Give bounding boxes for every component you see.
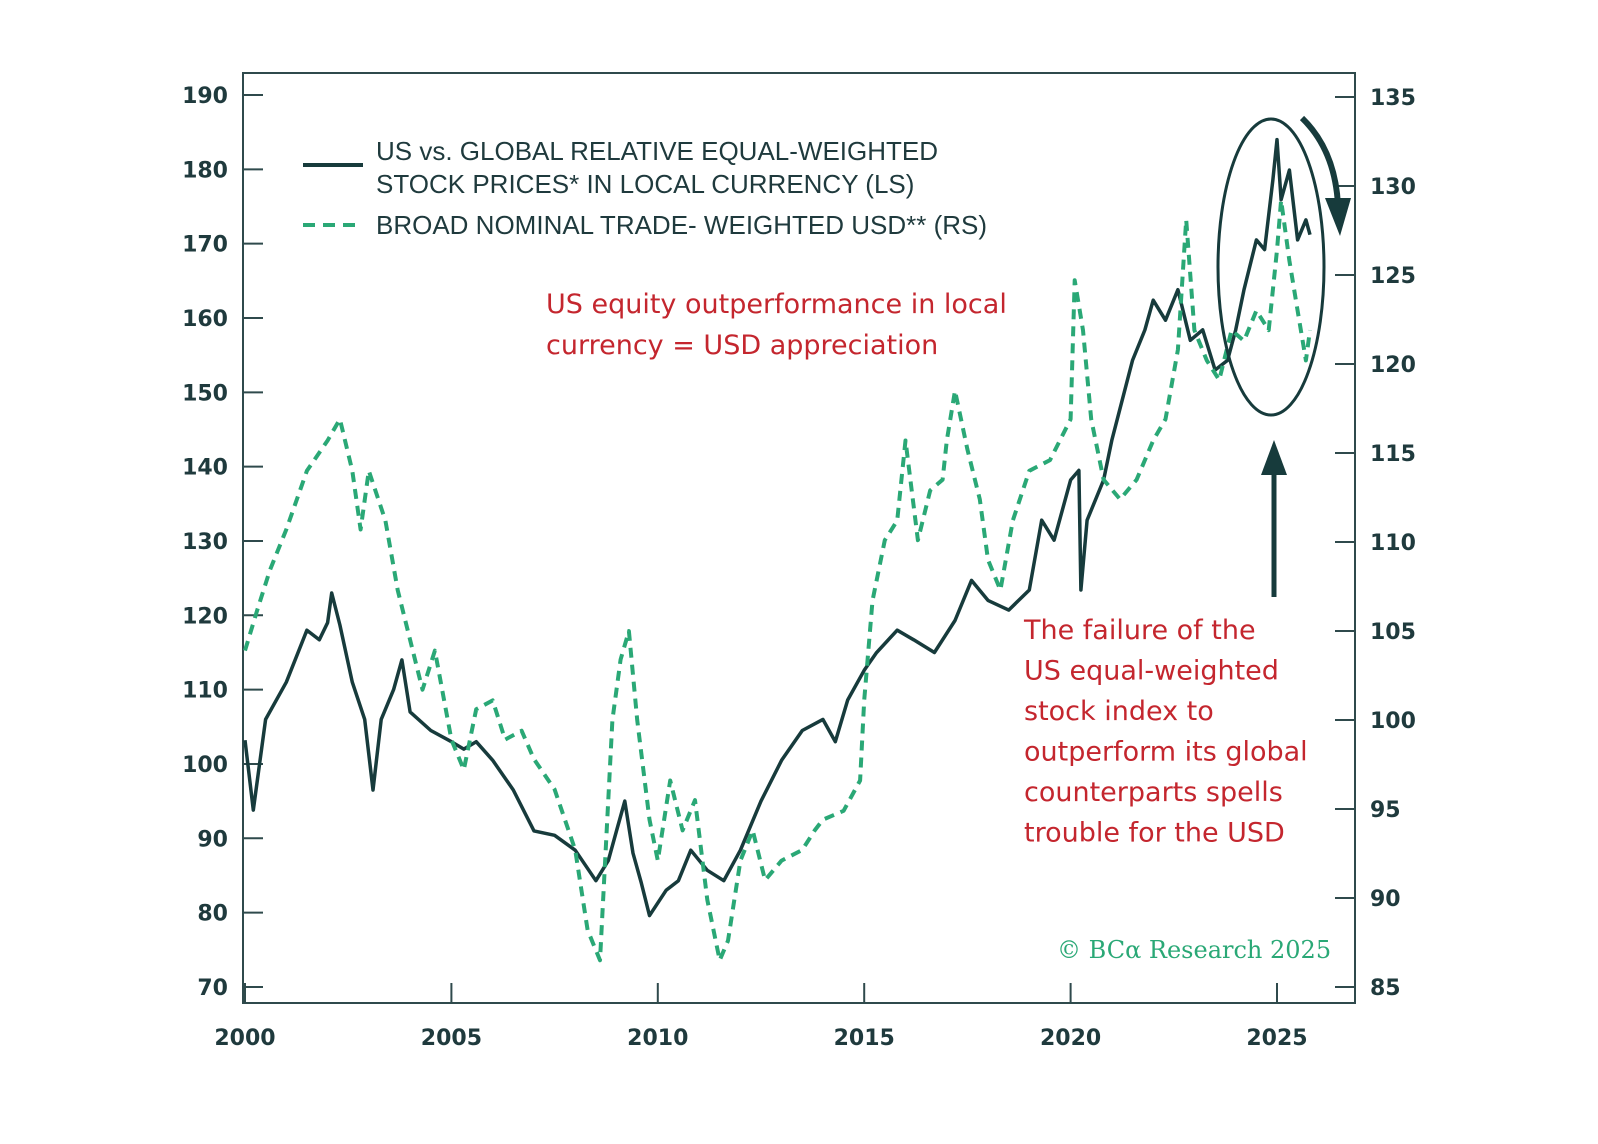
series-group [243,137,1312,963]
x-tick-label: 2015 [834,1026,895,1051]
left-tick-label: 180 [182,158,228,183]
x-tick-label: 2000 [214,1026,275,1051]
left-tick-label: 190 [182,84,228,109]
curved-arrow-head-icon [1325,198,1351,236]
annotation-top: US equity outperformance in local curren… [546,289,1007,361]
x-tick-label: 2005 [421,1026,482,1051]
annotation-top-line1: US equity outperformance in local [546,289,1007,320]
left-tick-label: 80 [197,902,228,927]
plot-frame [242,72,1356,1004]
annotation-bottom-line: trouble for the USD [1024,818,1285,849]
highlight-ellipse [1216,117,1326,417]
legend-label-usd: BROAD NOMINAL TRADE- WEIGHTED USD** (RS) [376,210,987,240]
axis-ticks: 70 80 90 100 110 120 130 140 150 160 170 180 190 85 90… [182,84,1416,1051]
right-tick-label: 115 [1370,442,1416,467]
annotation-bottom-line: outperform its global [1024,737,1308,768]
right-tick-label: 135 [1370,86,1416,111]
annotation-bottom-line: counterparts spells [1024,777,1283,808]
series-line-relative-stock-prices [243,137,1312,918]
annotation-bottom: The failure of the US equal-weighted stock… [1023,615,1308,849]
left-tick-label: 120 [182,604,228,629]
right-tick-label: 120 [1370,353,1416,378]
right-tick-label: 105 [1370,620,1416,645]
left-tick-label: 70 [197,976,228,1001]
legend-label-stock-line1: US vs. GLOBAL RELATIVE EQUAL-WEIGHTED [376,136,938,166]
left-tick-label: 170 [182,233,228,258]
right-tick-label: 130 [1370,175,1416,200]
right-tick-label: 110 [1370,531,1416,556]
right-tick-label: 100 [1370,709,1416,734]
right-tick-label: 85 [1370,976,1401,1001]
x-tick-label: 2020 [1040,1026,1101,1051]
left-tick-label: 150 [182,381,228,406]
up-arrow-head-icon [1261,440,1287,475]
series-line-trade-weighted-usd [243,198,1312,963]
annotation-top-line2: currency = USD appreciation [546,330,938,361]
legend-label-stock-line2: STOCK PRICES* IN LOCAL CURRENCY (LS) [376,169,914,199]
left-tick-label: 130 [182,530,228,555]
annotation-bottom-line: The failure of the [1023,615,1256,646]
legend: US vs. GLOBAL RELATIVE EQUAL-WEIGHTED ST… [303,136,987,240]
left-tick-label: 90 [197,827,228,852]
left-tick-label: 100 [182,753,228,778]
annotation-bottom-line: US equal-weighted [1024,656,1279,687]
x-tick-label: 2025 [1246,1026,1307,1051]
x-tick-label: 2010 [627,1026,688,1051]
copyright-watermark: © BCα Research 2025 [1057,936,1331,964]
right-tick-label: 125 [1370,264,1416,289]
curved-arrow-icon [1299,115,1341,206]
left-tick-label: 160 [182,307,228,332]
annotation-bottom-line: stock index to [1024,696,1214,727]
left-tick-label: 110 [182,679,228,704]
right-tick-label: 95 [1370,798,1401,823]
right-tick-label: 90 [1370,887,1401,912]
left-tick-label: 140 [182,456,228,481]
